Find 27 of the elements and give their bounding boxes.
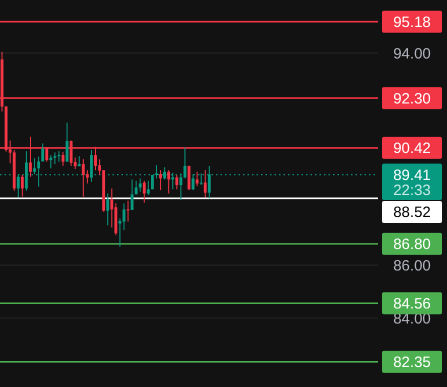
candlestick — [159, 170, 162, 191]
candlestick — [53, 152, 56, 165]
ref-line-label: 92.30 — [393, 90, 431, 108]
ref-line-label: 84.56 — [393, 295, 431, 312]
candlestick — [49, 154, 52, 169]
candlestick — [66, 122, 68, 162]
candlestick — [20, 174, 24, 198]
candlestick — [184, 146, 186, 179]
candlestick — [130, 178, 134, 210]
text: 22:33 — [393, 182, 431, 199]
candlestick — [188, 165, 190, 191]
y-tick-label: 86.00 — [393, 257, 431, 274]
candlestick — [196, 171, 199, 187]
ref-line-label: 88.52 — [393, 204, 431, 222]
candlestick — [126, 200, 130, 222]
y-tick-label: 94.00 — [393, 45, 431, 62]
candlestick — [122, 202, 126, 231]
ref-line-label: 89.41 — [393, 166, 431, 184]
candlestick — [58, 150, 60, 162]
ref-line-label: 86.80 — [393, 236, 431, 254]
ref-line-label: 90.42 — [393, 140, 431, 158]
candlestick — [62, 151, 64, 166]
ref-line-label: 82.35 — [393, 354, 431, 372]
candlestick — [33, 158, 36, 175]
candlestick — [134, 180, 138, 195]
ref-line-label: 95.18 — [393, 14, 431, 31]
candlestick — [146, 180, 150, 196]
